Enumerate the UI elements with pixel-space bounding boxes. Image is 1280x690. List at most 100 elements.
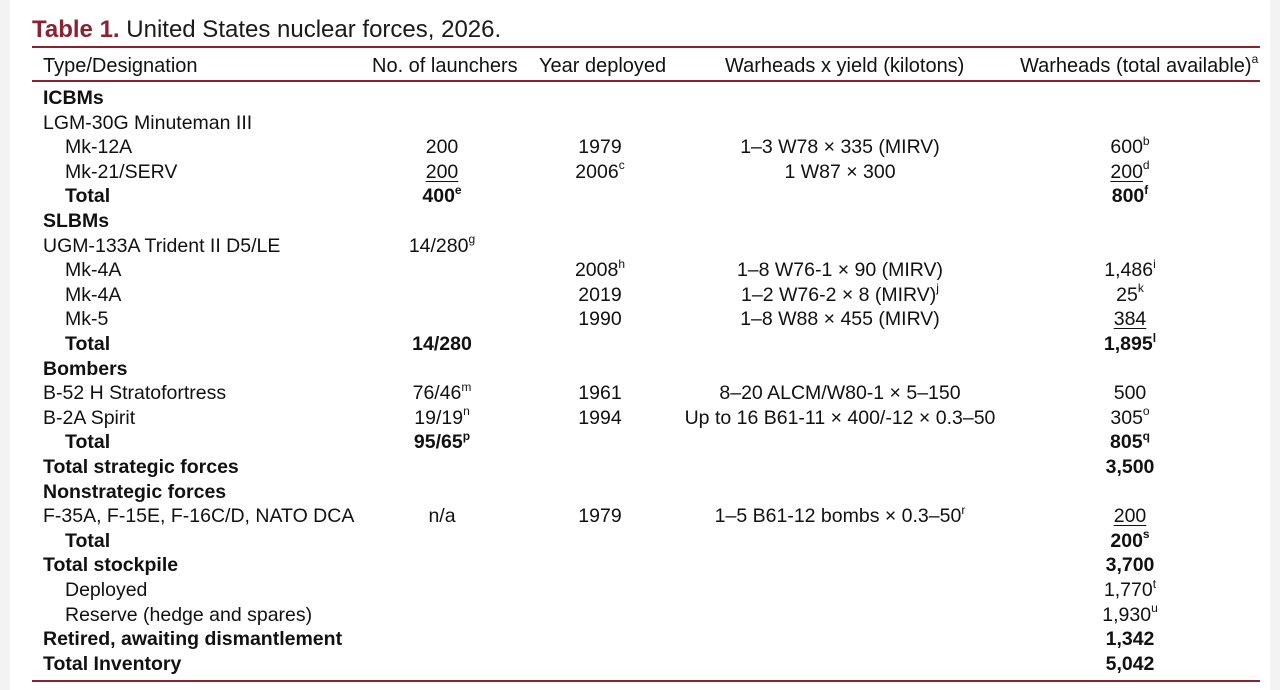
table-row: Reserve (hedge and spares) 1,930u (0, 602, 1280, 628)
type-cell: Mk-4A (65, 259, 122, 282)
warheads-yield-cell-text: 1–8 W76-1 × 90 (MIRV) (736, 259, 944, 282)
warheads-total-cell: 1,486i (1060, 258, 1200, 283)
table-row: Retired, awaiting dismantlement 1,342 (0, 627, 1280, 652)
warheads-yield-cell-text: 1 W87 × 300 (784, 160, 896, 183)
table-row: B-52 H Stratofortress 76/46m 1961 8–20 ALCM… (0, 381, 1280, 406)
year-cell-text: 2019 (578, 283, 622, 306)
warheads-yield-cell: 1–5 B61-12 bombs × 0.3–50r (660, 504, 1020, 529)
table-row: Deployed 1,770t (0, 578, 1280, 603)
launchers-cell-text: n/a (428, 505, 456, 528)
footnote-marker: t (1152, 576, 1157, 591)
header-warheads-total-text: Warheads (total available) (1020, 55, 1252, 77)
type-cell: Total (65, 529, 111, 552)
year-cell-text: 2006 (575, 160, 619, 183)
warheads-total-cell-text: 1,486 (1104, 259, 1154, 282)
launchers-cell: 200 (362, 160, 522, 185)
warheads-total-cell-text: 1,770 (1103, 579, 1153, 601)
year-cell: 1994 (530, 406, 670, 431)
table-row: Mk-5 1990 1–8 W88 × 455 (MIRV) 384 (0, 307, 1280, 332)
type-cell: LGM-30G Minuteman III (43, 111, 253, 134)
warheads-total-cell-text: 1,342 (1105, 628, 1155, 651)
launchers-cell-text: 76/46 (412, 382, 462, 405)
type-cell: SLBMs (43, 210, 110, 232)
warheads-total-cell-text: 600 (1110, 136, 1143, 159)
warheads-total-cell: 1,342 (1060, 627, 1200, 652)
launchers-cell-text: 14/280 (412, 333, 472, 355)
type-cell: Mk-4A (65, 283, 122, 306)
header-warheads-yield: Warheads x yield (kilotons) (725, 55, 965, 77)
launchers-cell-text: 200 (425, 136, 459, 159)
header-warheads-total: Warheads (total available)a (1020, 52, 1258, 80)
type-cell: F-35A, F-15E, F-16C/D, NATO DCA (43, 505, 355, 528)
launchers-cell-text: 95/65 (413, 431, 463, 454)
type-cell: Reserve (hedge and spares) (65, 603, 313, 626)
year-cell-text: 1979 (578, 505, 622, 528)
warheads-total-cell: 500 (1060, 381, 1200, 406)
footnote-marker: r (961, 502, 966, 517)
footnote-marker: o (1142, 404, 1150, 419)
type-cell: Total (65, 185, 111, 208)
warheads-total-cell-text: 1,930 (1102, 603, 1152, 626)
footnote-marker: k (1137, 281, 1144, 296)
warheads-total-cell: 805q (1060, 430, 1200, 455)
launchers-cell: 200 (362, 135, 522, 160)
table-row: LGM-30G Minuteman III (0, 111, 1280, 136)
launchers-cell: 14/280 (362, 332, 522, 357)
launchers-cell: n/a (362, 504, 522, 529)
warheads-total-cell: 3,500 (1060, 455, 1200, 480)
warheads-total-cell-text: 1,895 (1103, 333, 1153, 355)
table-row: Total strategic forces 3,500 (0, 455, 1280, 480)
type-cell: ICBMs (43, 87, 104, 109)
top-rule (32, 46, 1260, 48)
type-cell: Total (65, 431, 111, 454)
warheads-total-cell-text: 200 (1110, 529, 1143, 552)
warheads-yield-cell-text: 1–8 W88 × 455 (MIRV) (740, 308, 940, 331)
type-cell: Total stockpile (43, 554, 179, 577)
table-row: Total 400e 800f (0, 184, 1280, 209)
table-row: Mk-21/SERV 200 2006c 1 W87 × 300 200d (0, 158, 1280, 185)
footnote-marker: h (618, 256, 626, 271)
warheads-total-cell: 25k (1060, 281, 1200, 308)
launchers-cell: 95/65p (362, 430, 522, 455)
year-cell-text: 2008 (574, 259, 619, 282)
header-year: Year deployed (539, 55, 667, 77)
warheads-total-cell: 3,700 (1060, 553, 1200, 578)
footnote-marker: g (468, 232, 476, 247)
year-cell: 1990 (530, 307, 670, 332)
warheads-total-cell: 384 (1060, 307, 1200, 332)
warheads-total-cell: 800f (1060, 184, 1200, 209)
warheads-yield-cell: 1–8 W88 × 455 (MIRV) (660, 307, 1020, 332)
warheads-total-cell-text: 805 (1110, 431, 1143, 454)
footnote-marker: s (1142, 527, 1150, 542)
type-cell: Bombers (43, 357, 128, 380)
table-row: ICBMs (0, 86, 1280, 111)
footnote-marker: i (1153, 256, 1156, 271)
table-row: B-2A Spirit 19/19n 1994 Up to 16 B61-11 × 4… (0, 404, 1280, 431)
warheads-total-cell: 5,042 (1060, 652, 1200, 677)
footnote-marker: e (454, 182, 462, 197)
type-cell: Deployed (65, 579, 148, 601)
launchers-cell-text: 200 (425, 160, 459, 183)
launchers-cell-text: 14/280 (408, 234, 469, 257)
year-cell: 2006c (530, 158, 670, 185)
footnote-marker: b (1142, 133, 1150, 148)
year-cell: 2019 (530, 283, 670, 308)
warheads-yield-cell: 8–20 ALCM/W80-1 × 5–150 (660, 381, 1020, 406)
table-row: UGM-133A Trident II D5/LE 14/280g (0, 232, 1280, 259)
warheads-total-cell: 1,770t (1060, 578, 1200, 603)
header-type: Type/Designation (43, 55, 198, 77)
header-rule (32, 80, 1260, 82)
footnote-marker: c (618, 158, 625, 173)
footnote-marker: p (462, 428, 471, 443)
table-row: Total 95/65p 805q (0, 430, 1280, 455)
type-cell: Total Inventory (43, 652, 182, 675)
type-cell: Mk-5 (65, 308, 109, 331)
year-cell: 2008h (530, 258, 670, 283)
warheads-yield-cell: 1–3 W78 × 335 (MIRV) (660, 135, 1020, 160)
table-row: Mk-4A 2019 1–2 W76-2 × 8 (MIRV)j 25k (0, 281, 1280, 308)
type-cell: Mk-21/SERV (65, 160, 178, 183)
launchers-cell-text: 400 (422, 185, 455, 208)
warheads-yield-cell-text: Up to 16 B61-11 × 400/-12 × 0.3–50 (684, 406, 996, 429)
warheads-total-cell: 200 (1060, 504, 1200, 529)
